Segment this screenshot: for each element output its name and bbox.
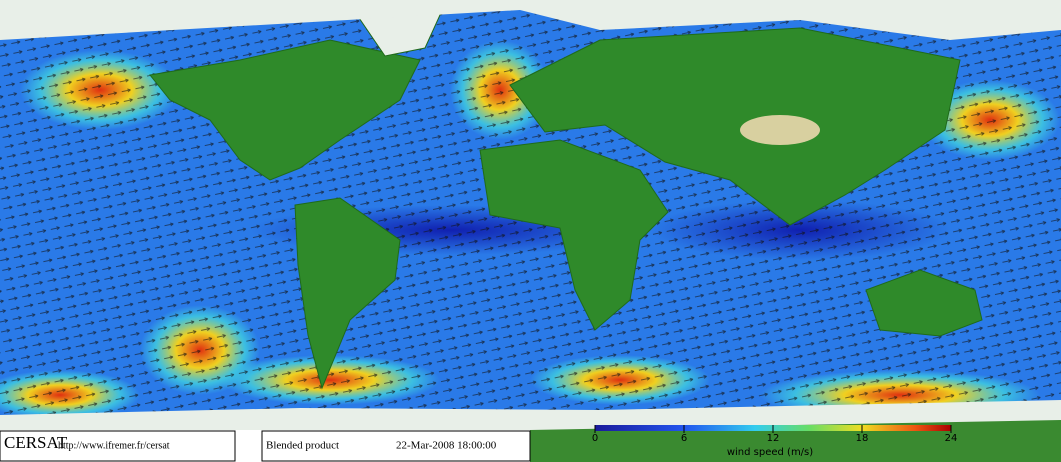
colorbar-tick-label: 0 (592, 433, 598, 444)
url: http://www.ifremer.fr/cersat (58, 440, 170, 451)
colorbar-tick-label: 24 (945, 433, 958, 444)
logo-box (0, 430, 236, 462)
colorbar-tick-label: 12 (767, 433, 780, 444)
land (0, 0, 1061, 430)
colorbar-label: wind speed (m/s) (727, 447, 813, 458)
product-name: Blended product (266, 440, 339, 452)
product-box (261, 430, 531, 462)
colorbar-tick-label: 18 (856, 433, 869, 444)
logo: CERSAT (4, 433, 68, 452)
product-date: 22-Mar-2008 18:00:00 (396, 440, 497, 452)
colorbar-tick-label: 6 (681, 433, 687, 444)
